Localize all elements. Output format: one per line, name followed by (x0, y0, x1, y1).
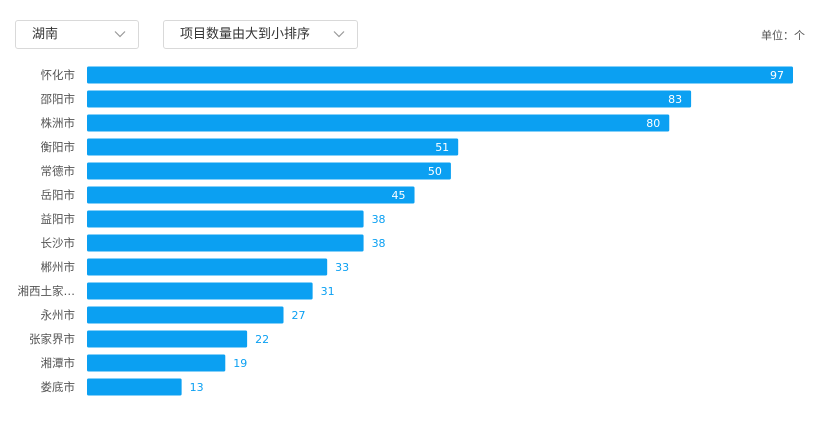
category-label: 株洲市 (41, 116, 76, 130)
bar[interactable] (87, 258, 328, 276)
bar[interactable] (87, 138, 459, 156)
value-label: 97 (770, 69, 784, 82)
bar-row: 衡阳市 51 (41, 138, 459, 156)
value-label: 27 (292, 309, 306, 322)
bar-row: 株洲市 80 (41, 114, 670, 132)
value-label: 45 (392, 189, 406, 202)
category-label: 益阳市 (41, 212, 76, 226)
bar-row: 永州市 27 (41, 306, 306, 324)
value-label: 38 (372, 213, 386, 226)
category-label: 永州市 (41, 308, 76, 322)
category-label: 岳阳市 (41, 188, 76, 202)
category-label: 湘西土家… (18, 284, 76, 298)
sort-select-value: 项目数量由大到小排序 (180, 27, 311, 42)
category-label: 衡阳市 (41, 140, 76, 154)
category-label: 张家界市 (29, 332, 75, 346)
bar-row: 娄底市 13 (41, 378, 204, 396)
bar[interactable] (87, 354, 226, 372)
category-label: 怀化市 (41, 68, 76, 82)
category-label: 湘潭市 (41, 356, 76, 370)
bar[interactable] (87, 330, 248, 348)
bar-row: 长沙市 38 (41, 234, 386, 252)
bar[interactable] (87, 282, 313, 300)
bar-row: 张家界市 22 (29, 330, 269, 348)
category-label: 邵阳市 (41, 92, 76, 106)
bar-row: 常德市 50 (41, 162, 451, 180)
bar[interactable] (87, 234, 364, 252)
bar-row: 湘西土家… 31 (18, 282, 335, 300)
bar-chart: 怀化市 97 邵阳市 83 株洲市 80 衡阳市 51 常德市 50 岳阳市 45 益阳市 38 长沙市 38… (18, 66, 793, 396)
value-label: 80 (646, 117, 660, 130)
bar[interactable] (87, 66, 793, 84)
bar[interactable] (87, 162, 451, 180)
filter-toolbar: 湖南 项目数量由大到小排序 单位：个 (0, 0, 815, 60)
bar-row: 邵阳市 83 (41, 90, 692, 108)
value-label: 13 (190, 381, 204, 394)
value-label: 19 (233, 357, 247, 370)
unit-label: 单位：个 (761, 29, 805, 42)
value-label: 33 (335, 261, 349, 274)
bar-row: 郴州市 33 (41, 258, 349, 276)
category-label: 郴州市 (41, 260, 76, 274)
value-label: 38 (372, 237, 386, 250)
bar-row: 益阳市 38 (41, 210, 386, 228)
chevron-down-icon (333, 31, 345, 38)
value-label: 31 (321, 285, 335, 298)
bar[interactable] (87, 90, 692, 108)
bar-row: 岳阳市 45 (41, 186, 415, 204)
bar-row: 怀化市 97 (41, 66, 793, 84)
value-label: 50 (428, 165, 442, 178)
category-label: 常德市 (41, 164, 76, 178)
value-label: 22 (255, 333, 269, 346)
category-label: 长沙市 (41, 236, 76, 250)
bar[interactable] (87, 210, 364, 228)
region-select-value: 湖南 (32, 27, 59, 42)
category-label: 娄底市 (41, 380, 76, 394)
value-label: 51 (435, 141, 449, 154)
bar[interactable] (87, 378, 182, 396)
bar[interactable] (87, 186, 415, 204)
region-select[interactable]: 湖南 (15, 20, 139, 49)
bar-row: 湘潭市 19 (41, 354, 247, 372)
sort-select[interactable]: 项目数量由大到小排序 (163, 20, 358, 49)
chevron-down-icon (114, 31, 126, 38)
bar[interactable] (87, 306, 284, 324)
bar[interactable] (87, 114, 670, 132)
value-label: 83 (668, 93, 682, 106)
